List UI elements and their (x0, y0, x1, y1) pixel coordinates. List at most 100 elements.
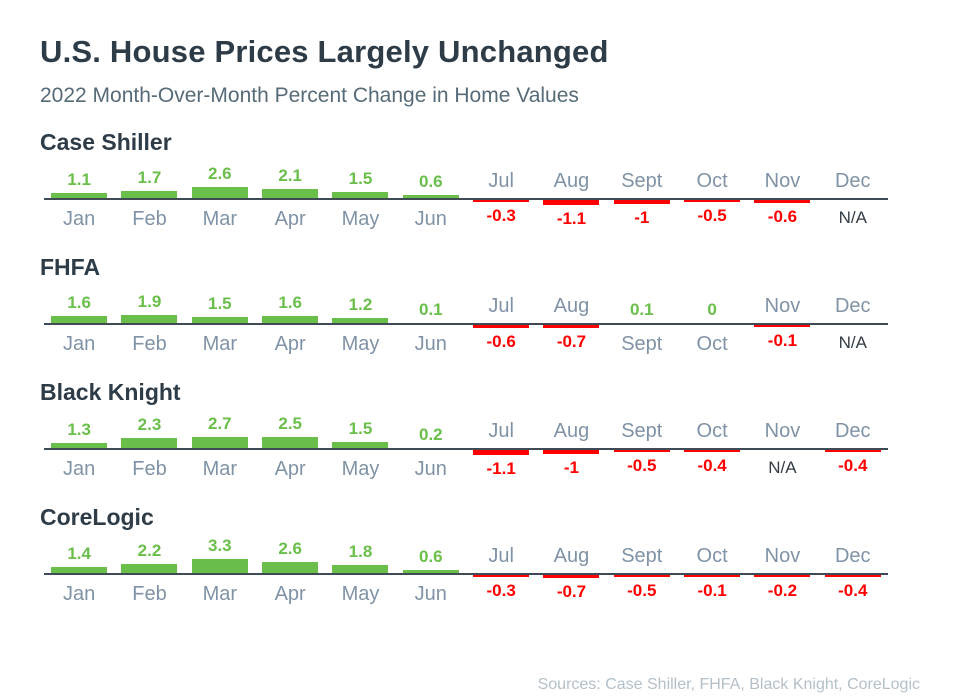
month-column-above: 0.2 (396, 406, 466, 448)
month-column-above: 2.3 (114, 406, 184, 448)
mini-bar-chart: 1.6 1.9 1.5 1.6 1.2 0.1 Jul Aug 0.1 0 Nov Dec Jan Feb… (44, 281, 888, 361)
month-label: Jan (63, 583, 96, 605)
month-column-above: Dec (818, 156, 888, 198)
month-column-below: -0.4 (677, 450, 747, 484)
month-label: Mar (202, 333, 238, 355)
month-column-above: 2.1 (255, 156, 325, 198)
positive-bar (51, 193, 108, 198)
value-label: 0 (707, 300, 717, 319)
month-column-below: Jan (44, 575, 114, 609)
section-title: FHFA (40, 254, 101, 280)
positive-bar (262, 316, 319, 323)
positive-bar (332, 318, 389, 323)
month-column-below: Mar (185, 200, 255, 234)
chart-sections: Case Shiller 1.1 1.7 2.6 2.1 1.5 0.6 Jul Aug Sept… (0, 129, 960, 611)
negative-bar (543, 450, 600, 454)
value-label: 2.6 (278, 539, 302, 558)
month-label: Aug (553, 545, 590, 567)
month-column-below: Feb (114, 450, 184, 484)
value-label: 2.7 (208, 414, 232, 433)
month-column-below: Mar (185, 325, 255, 359)
month-column-below: -1.1 (536, 200, 606, 234)
value-label: -0.1 (697, 581, 727, 600)
negative-bar (824, 450, 881, 452)
value-label: 2.1 (278, 166, 302, 185)
negative-bar (613, 450, 670, 452)
positive-bar (332, 565, 389, 573)
month-column-above: Sept (607, 531, 677, 573)
month-label: Aug (553, 420, 590, 442)
month-label: Nov (764, 545, 801, 567)
month-label: May (341, 208, 380, 230)
axis-line (44, 198, 888, 200)
month-column-above: 0.1 (607, 281, 677, 323)
negative-bar (543, 200, 600, 205)
value-label: 1.4 (67, 544, 91, 563)
month-label: May (341, 333, 380, 355)
month-column-above: Aug (536, 156, 606, 198)
na-label: N/A (838, 333, 867, 352)
month-column-below: -0.1 (677, 575, 747, 609)
month-column-below: -0.6 (747, 200, 817, 234)
month-label: Apr (274, 208, 306, 230)
month-column-above: Aug (536, 406, 606, 448)
month-column-below: -0.4 (818, 575, 888, 609)
value-label: -0.4 (697, 456, 727, 475)
month-column-above: 0.6 (396, 156, 466, 198)
month-column-above: Oct (677, 156, 747, 198)
month-column-above: Jul (466, 281, 536, 323)
month-column-above: Oct (677, 406, 747, 448)
month-column-above: 1.5 (185, 281, 255, 323)
positive-bar (121, 438, 178, 448)
month-column-above: Jul (466, 531, 536, 573)
month-column-above: Aug (536, 531, 606, 573)
month-column-below: Jun (396, 200, 466, 234)
month-column-above: 1.6 (44, 281, 114, 323)
month-column-above: Aug (536, 281, 606, 323)
page-title: U.S. House Prices Largely Unchanged (40, 34, 609, 69)
value-label: -0.6 (767, 207, 798, 226)
value-label: 1.2 (348, 295, 373, 314)
value-label: 2.5 (278, 414, 302, 433)
negative-bar (754, 575, 811, 577)
month-label: Feb (132, 458, 167, 480)
value-label: -0.5 (697, 206, 727, 225)
negative-bar (473, 200, 530, 202)
value-label: 1.6 (67, 293, 91, 312)
month-column-below: -0.6 (466, 325, 536, 359)
month-label: Apr (274, 333, 306, 355)
value-label: -0.6 (486, 332, 516, 351)
negative-bar (684, 575, 741, 577)
month-column-above: Nov (747, 156, 817, 198)
negative-bar (613, 200, 670, 204)
index-section: Case Shiller 1.1 1.7 2.6 2.1 1.5 0.6 Jul Aug Sept… (40, 129, 960, 236)
month-label: Oct (696, 545, 728, 567)
value-label: 3.3 (208, 536, 232, 555)
month-column-below: N/A (747, 450, 817, 484)
value-label: 1.6 (278, 293, 302, 312)
month-label: Aug (553, 295, 590, 317)
month-column-above: 1.1 (44, 156, 114, 198)
month-label: Mar (202, 208, 238, 230)
positive-bar (51, 567, 108, 573)
value-label: 1.5 (348, 419, 373, 438)
month-column-above: 1.4 (44, 531, 114, 573)
month-label: Apr (274, 458, 306, 480)
value-label: 1.7 (137, 168, 162, 187)
month-column-below: Feb (114, 325, 184, 359)
month-column-below: -0.7 (536, 325, 606, 359)
month-column-above: Nov (747, 281, 817, 323)
month-column-below: -0.5 (607, 575, 677, 609)
negative-bar (613, 575, 670, 577)
month-column-above: 1.5 (325, 156, 395, 198)
month-column-above: Nov (747, 531, 817, 573)
month-label: Feb (132, 583, 167, 605)
month-label: Dec (834, 295, 871, 317)
month-column-below: -0.7 (536, 575, 606, 609)
section-title: Case Shiller (40, 129, 172, 155)
positive-bar (51, 316, 108, 323)
mini-bar-chart: 1.3 2.3 2.7 2.5 1.5 0.2 Jul Aug Sept Oct Nov Dec Jan… (44, 406, 888, 486)
month-column-above: 1.3 (44, 406, 114, 448)
month-column-below: Feb (114, 200, 184, 234)
